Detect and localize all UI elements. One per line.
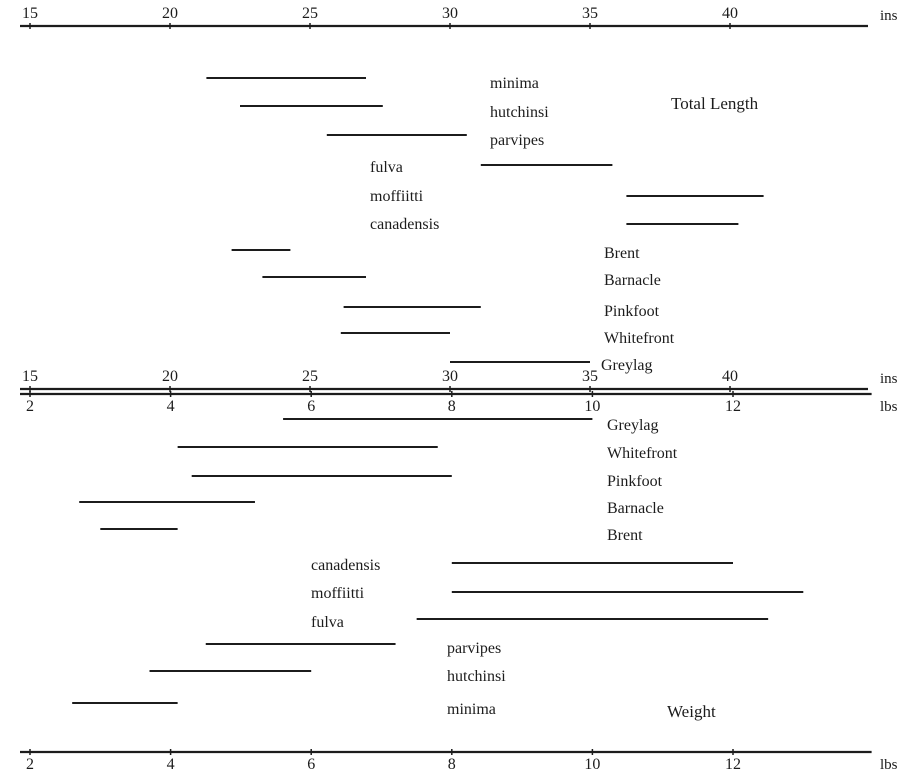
weight-title: Weight [667,702,716,721]
weight-middle-tick-label: 4 [167,398,175,415]
series-label: Whitefront [604,330,675,347]
series-label: canadensis [311,557,380,574]
series-label: minima [447,701,496,718]
total-length-panel: 15 20 25 30 35 40 ins 15 20 25 30 35 40 ins minima hutc… [20,5,898,392]
length-middle-unit-label: ins [880,371,898,387]
length-top-tick-label: 15 [22,5,38,22]
series-label: parvipes [490,132,544,149]
series-label: Barnacle [607,500,664,517]
length-middle-tick-label: 20 [162,368,178,385]
length-middle-tick-label: 15 [22,368,38,385]
weight-middle-tick-label: 6 [307,398,315,415]
series-label: Whitefront [607,445,678,462]
length-middle-tick-label: 35 [582,368,598,385]
weight-bottom-tick-label: 2 [26,756,34,773]
series-label: Greylag [607,417,659,434]
series-label: moffiitti [370,188,424,205]
weight-middle-unit-label: lbs [880,399,898,415]
length-top-tick-label: 20 [162,5,178,22]
series-label: fulva [370,159,403,176]
series-label: canadensis [370,216,439,233]
weight-middle-tick-label: 8 [448,398,456,415]
series-label: minima [490,75,539,92]
series-label: Pinkfoot [607,473,663,490]
series-label: hutchinsi [490,104,549,121]
weight-middle-tick-label: 2 [26,398,34,415]
series-label: Greylag [601,357,653,374]
series-label: Pinkfoot [604,303,660,320]
length-top-tick-label: 25 [302,5,318,22]
length-top-tick-label: 40 [722,5,738,22]
weight-middle-tick-label: 10 [584,398,600,415]
weight-bottom-unit-label: lbs [880,757,898,773]
series-label: Brent [607,527,643,544]
weight-panel: 2 4 6 8 10 12 lbs 2 4 6 8 10 12 lbs Greylag Whitefront P… [20,391,898,773]
series-label: parvipes [447,640,501,657]
weight-middle-tick-label: 12 [725,398,741,415]
length-top-tick-label: 30 [442,5,458,22]
weight-bottom-tick-label: 4 [167,756,175,773]
total-length-title: Total Length [671,94,759,113]
length-middle-tick-label: 40 [722,368,738,385]
weight-bottom-tick-label: 10 [584,756,600,773]
length-top-tick-label: 35 [582,5,598,22]
series-label: Brent [604,245,640,262]
series-label: fulva [311,614,344,631]
weight-bottom-tick-label: 12 [725,756,741,773]
series-label: moffiitti [311,585,365,602]
weight-bottom-tick-label: 8 [448,756,456,773]
series-label: hutchinsi [447,668,506,685]
weight-bottom-tick-label: 6 [307,756,315,773]
length-middle-tick-label: 25 [302,368,318,385]
length-middle-tick-label: 30 [442,368,458,385]
length-top-unit-label: ins [880,8,898,24]
series-label: Barnacle [604,272,661,289]
